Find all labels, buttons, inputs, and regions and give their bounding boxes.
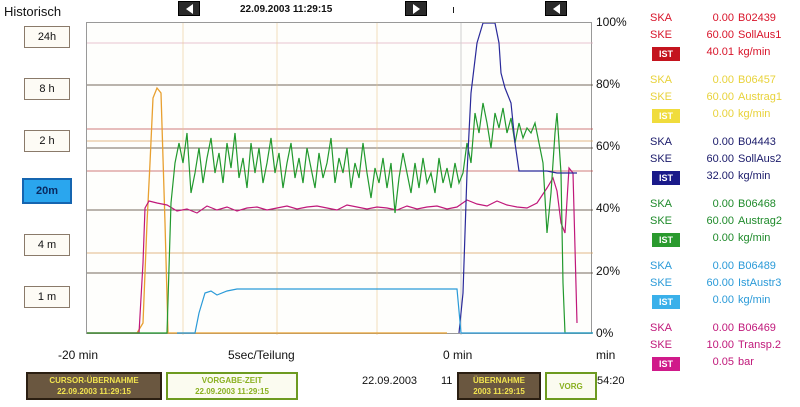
legend-6-ske-label: SKE [650, 339, 673, 351]
legend-4-ist-text: kg/min [738, 232, 771, 244]
legend-1-ist-badge[interactable]: IST [652, 47, 680, 61]
pct-label-20: 20% [596, 264, 621, 278]
legend-1-ske-label: SKE [650, 29, 673, 41]
range-button-24h[interactable]: 24h [24, 26, 70, 48]
trace-green [87, 102, 593, 334]
legend-4-ist-value: 0.00 [712, 232, 734, 244]
page-title: Historisch [4, 4, 62, 19]
arrow-left-icon [185, 3, 193, 14]
legend-1-ske-value: 60.00 [706, 29, 734, 41]
legend-5-ska-label: SKA [650, 260, 673, 272]
legend-2-ist-text: kg/min [738, 108, 771, 120]
x-label-start: -20 min [58, 348, 99, 362]
cursor-takeover-label-2: ÜBERNAHME [473, 376, 525, 385]
range-button-2h[interactable]: 2 h [24, 130, 70, 152]
arrow-left-icon [552, 3, 560, 14]
legend-5-ska-value: 0.00 [712, 260, 734, 272]
arrow-right-icon [412, 3, 420, 14]
pct-label-100: 100% [596, 15, 627, 29]
footer-date-time-clip: 11 [441, 375, 453, 387]
nav-back-button[interactable] [178, 1, 200, 16]
legend-4-ske-value: 60.00 [706, 215, 734, 227]
range-button-20m[interactable]: 20m [22, 178, 72, 204]
header-clip-text: ı [452, 4, 456, 16]
legend-1-ska-value: 0.00 [712, 12, 734, 24]
legend-6-ska-text: B06469 [738, 322, 776, 334]
legend-5-ske-label: SKE [650, 277, 673, 289]
trace-magenta [87, 166, 578, 334]
legend-5-ist-value: 0.00 [712, 294, 734, 306]
x-label-scale: 5sec/Teilung [228, 348, 295, 362]
vorgabe-time-button[interactable]: VORGABE-ZEIT 22.09.2003 11:29:15 [166, 372, 298, 400]
cursor-takeover-time-2: 2003 11:29:15 [473, 387, 525, 396]
legend-3-ske-value: 60.00 [706, 153, 734, 165]
trend-plot-svg [87, 22, 593, 335]
legend-6-ist-value: 0.05 [712, 356, 734, 368]
x-label-far: min [596, 348, 616, 362]
legend-2-ist-value: 0.00 [712, 108, 734, 120]
legend-6-ske-text: Transp.2 [738, 339, 782, 351]
cursor-takeover-button-2[interactable]: ÜBERNAHME 2003 11:29:15 [457, 372, 541, 400]
pct-label-80: 80% [596, 77, 621, 91]
legend-4-ska-label: SKA [650, 198, 673, 210]
range-button-8h[interactable]: 8 h [24, 78, 70, 100]
vorgabe-time-label-2: VORG [559, 381, 583, 391]
vorgabe-time-label: VORGABE-ZEIT [201, 376, 263, 385]
legend-6-ist-badge[interactable]: IST [652, 357, 680, 371]
trace-cyan [177, 288, 593, 334]
legend-2-ska-text: B06457 [738, 74, 776, 86]
legend-3-ska-label: SKA [650, 136, 673, 148]
pct-label-0: 0% [596, 326, 614, 340]
legend-4-ist-badge[interactable]: IST [652, 233, 680, 247]
legend-2-ske-text: Austrag1 [738, 91, 783, 103]
legend-6-ske-value: 10.00 [706, 339, 734, 351]
legend-1-ist-text: kg/min [738, 46, 771, 58]
cursor-takeover-button[interactable]: CURSOR-ÜBERNAHME 22.09.2003 11:29:15 [26, 372, 162, 400]
trace-navy [458, 22, 577, 334]
legend-2-ska-value: 0.00 [712, 74, 734, 86]
vorgabe-time-button-2[interactable]: VORG [545, 372, 597, 400]
legend-3-ska-value: 0.00 [712, 136, 734, 148]
legend-5-ske-value: 60.00 [706, 277, 734, 289]
legend-2-ske-value: 60.00 [706, 91, 734, 103]
legend-3-ske-label: SKE [650, 153, 673, 165]
legend-4-ska-value: 0.00 [712, 198, 734, 210]
trend-plot[interactable] [86, 22, 593, 335]
legend-3-ist-value: 32.00 [706, 170, 734, 182]
legend-1-ske-text: SollAus1 [738, 29, 782, 41]
legend-4-ska-text: B06468 [738, 198, 776, 210]
legend-3-ist-text: kg/min [738, 170, 771, 182]
legend-4-ske-text: Austrag2 [738, 215, 783, 227]
legend-6-ska-label: SKA [650, 322, 673, 334]
legend-5-ist-text: kg/min [738, 294, 771, 306]
footer-time-clip: 54:20 [597, 375, 625, 387]
cursor-takeover-label: CURSOR-ÜBERNAHME [49, 376, 139, 385]
legend-3-ist-badge[interactable]: IST [652, 171, 680, 185]
legend-1-ska-label: SKA [650, 12, 673, 24]
nav-forward-button[interactable] [405, 1, 427, 16]
footer-date: 22.09.2003 [362, 375, 418, 387]
legend-3-ske-text: SollAus2 [738, 153, 782, 165]
legend-5-ske-text: IstAustr3 [738, 277, 782, 289]
legend-4-ske-label: SKE [650, 215, 673, 227]
range-button-1m[interactable]: 1 m [24, 286, 70, 308]
legend-5-ska-text: B06489 [738, 260, 776, 272]
legend-1-ska-text: B02439 [738, 12, 776, 24]
pct-label-60: 60% [596, 139, 621, 153]
legend-3-ska-text: B04443 [738, 136, 776, 148]
x-label-now: 0 min [443, 348, 473, 362]
legend-1-ist-value: 40.01 [706, 46, 734, 58]
legend-2-ist-badge[interactable]: IST [652, 109, 680, 123]
legend-2-ske-label: SKE [650, 91, 673, 103]
legend-6-ska-value: 0.00 [712, 322, 734, 334]
legend-5-ist-badge[interactable]: IST [652, 295, 680, 309]
nav-back-button-2[interactable] [545, 1, 567, 16]
pct-label-40: 40% [596, 201, 621, 215]
vorgabe-time-value: 22.09.2003 11:29:15 [195, 387, 269, 396]
cursor-takeover-time: 22.09.2003 11:29:15 [57, 387, 131, 396]
legend-2-ska-label: SKA [650, 74, 673, 86]
header-datetime: 22.09.2003 11:29:15 [240, 4, 333, 15]
legend-6-ist-text: bar [738, 356, 754, 368]
range-button-4m[interactable]: 4 m [24, 234, 70, 256]
